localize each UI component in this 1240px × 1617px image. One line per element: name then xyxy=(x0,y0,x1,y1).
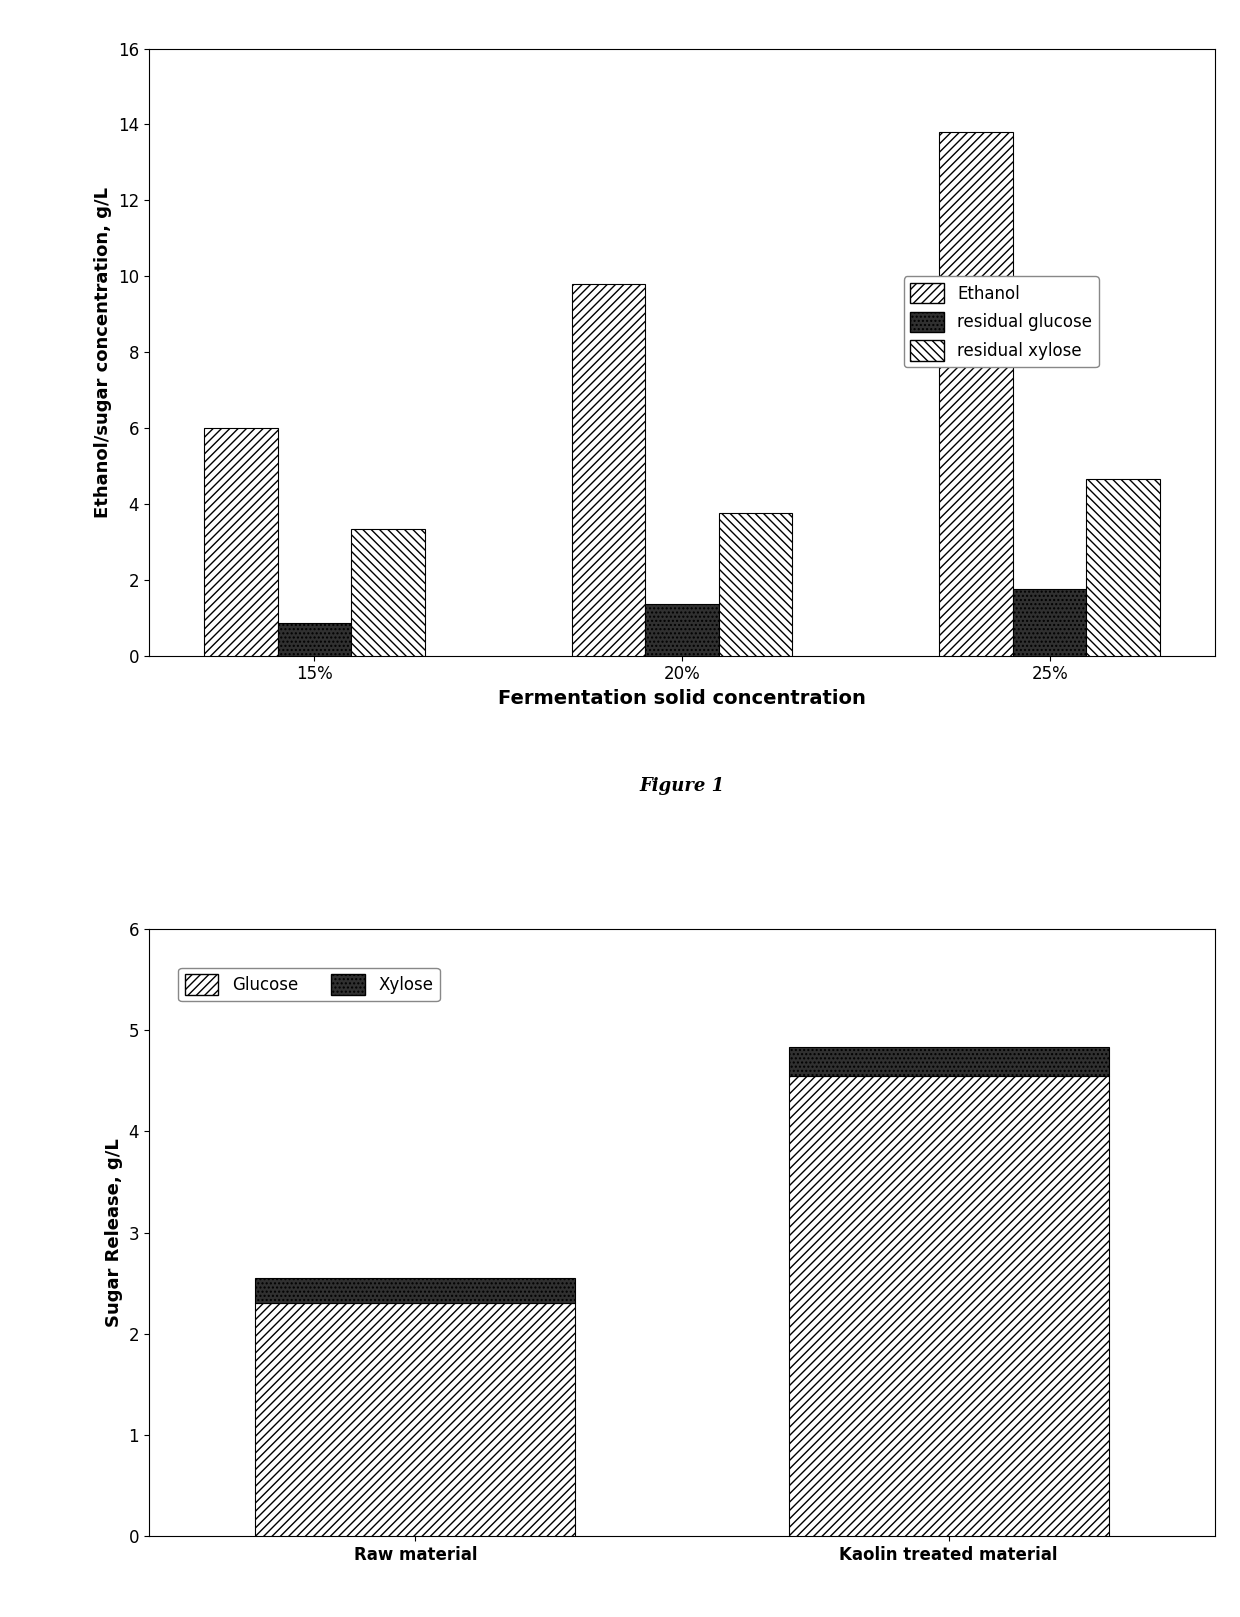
Bar xyxy=(789,1048,1109,1075)
Y-axis label: Sugar Release, g/L: Sugar Release, g/L xyxy=(105,1138,123,1328)
Bar xyxy=(278,624,351,657)
Bar xyxy=(351,529,424,657)
Text: Figure 1: Figure 1 xyxy=(640,778,724,796)
Bar xyxy=(572,285,645,657)
Bar xyxy=(1013,589,1086,657)
Legend: Ethanol, residual glucose, residual xylose: Ethanol, residual glucose, residual xylo… xyxy=(904,277,1099,367)
Bar xyxy=(255,1303,575,1536)
Bar xyxy=(203,429,278,657)
Bar xyxy=(789,1075,1109,1536)
Bar xyxy=(645,605,719,657)
Bar xyxy=(1086,479,1161,657)
Bar xyxy=(940,133,1013,657)
Bar xyxy=(255,1277,575,1303)
X-axis label: Fermentation solid concentration: Fermentation solid concentration xyxy=(498,689,866,708)
Y-axis label: Ethanol/sugar concentration, g/L: Ethanol/sugar concentration, g/L xyxy=(94,186,113,517)
Bar xyxy=(719,514,792,657)
Legend: Glucose, Xylose: Glucose, Xylose xyxy=(179,967,440,1001)
